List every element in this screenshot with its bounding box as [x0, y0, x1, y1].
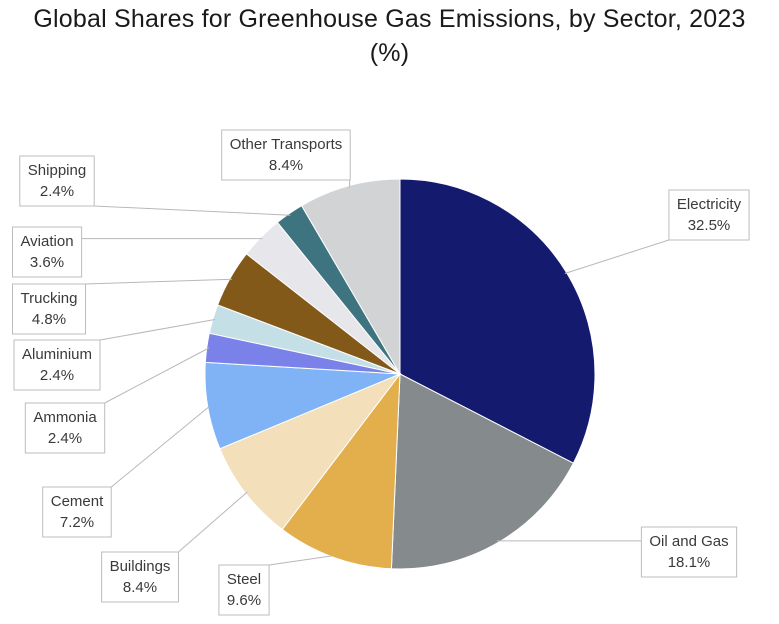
- data-label-oil-and-gas: Oil and Gas 18.1%: [640, 526, 738, 578]
- data-label-box: [218, 564, 270, 616]
- data-label-value: 3.6%: [30, 254, 64, 271]
- data-label-category: Electricity: [677, 196, 742, 213]
- data-label-category: Aviation: [20, 233, 73, 250]
- data-label-value: 18.1%: [668, 554, 711, 571]
- data-label-value: 8.4%: [123, 579, 157, 596]
- data-label-value: 7.2%: [60, 514, 94, 531]
- data-label-shipping: Shipping 2.4%: [19, 155, 95, 207]
- pie-slice-oil-and-gas: [390, 373, 575, 570]
- data-label-category: Steel: [227, 571, 261, 588]
- data-label-category: Other Transports: [230, 136, 343, 153]
- data-label-category: Oil and Gas: [649, 533, 728, 550]
- data-label-buildings: Buildings 8.4%: [101, 551, 179, 603]
- data-label-box: [13, 339, 101, 391]
- data-label-box: [12, 226, 83, 278]
- data-label-trucking: Trucking 4.8%: [12, 283, 86, 335]
- data-label-value: 9.6%: [227, 592, 261, 609]
- leader-line-shipping: [94, 205, 291, 216]
- data-label-category: Aluminium: [22, 346, 92, 363]
- data-label-value: 8.4%: [269, 157, 303, 174]
- data-label-category: Buildings: [110, 558, 171, 575]
- data-label-ammonia: Ammonia 2.4%: [24, 402, 106, 454]
- data-label-box: [42, 486, 112, 538]
- data-label-category: Ammonia: [33, 409, 97, 426]
- data-label-box: [640, 526, 738, 578]
- chart-title-line: Global Shares for Greenhouse Gas Emissio…: [33, 5, 746, 33]
- leader-line-trucking: [85, 278, 232, 285]
- data-label-category: Trucking: [21, 290, 78, 307]
- leader-line-cement: [110, 405, 211, 488]
- data-label-box: [101, 551, 179, 603]
- data-label-box: [19, 155, 95, 207]
- data-label-box: [221, 129, 351, 181]
- chart-title: Global Shares for Greenhouse Gas Emissio…: [0, 2, 779, 70]
- data-label-aluminium: Aluminium 2.4%: [13, 339, 101, 391]
- data-label-value: 2.4%: [40, 183, 74, 200]
- data-label-box: [12, 283, 86, 335]
- data-label-value: 2.4%: [48, 430, 82, 447]
- data-label-value: 4.8%: [32, 311, 66, 328]
- data-label-aviation: Aviation 3.6%: [12, 226, 83, 278]
- pie-slice-other-transports: [300, 178, 401, 376]
- data-label-box: [668, 189, 750, 241]
- leader-line-aluminium: [99, 319, 215, 341]
- pie-slice-steel: [281, 372, 401, 570]
- data-label-cement: Cement 7.2%: [42, 486, 112, 538]
- data-label-value: 32.5%: [688, 217, 731, 234]
- data-label-category: Cement: [51, 493, 104, 510]
- data-label-box: [24, 402, 106, 454]
- leader-line-ammonia: [104, 347, 210, 404]
- leader-line-steel: [269, 555, 335, 566]
- leader-line-buildings: [178, 491, 248, 553]
- data-label-electricity: Electricity 32.5%: [668, 189, 750, 241]
- leader-line-electricity: [564, 239, 670, 274]
- leader-lines-layer: [81, 180, 670, 566]
- labels-layer: Electricity 32.5% Oil and Gas 18.1% Steel 9.6…: [12, 129, 750, 616]
- slices-layer: [204, 178, 596, 570]
- data-label-other-transports: Other Transports 8.4%: [221, 129, 351, 181]
- data-label-category: Shipping: [28, 162, 86, 179]
- data-label-steel: Steel 9.6%: [218, 564, 270, 616]
- chart-subtitle: (%): [369, 39, 410, 67]
- data-label-value: 2.4%: [40, 367, 74, 384]
